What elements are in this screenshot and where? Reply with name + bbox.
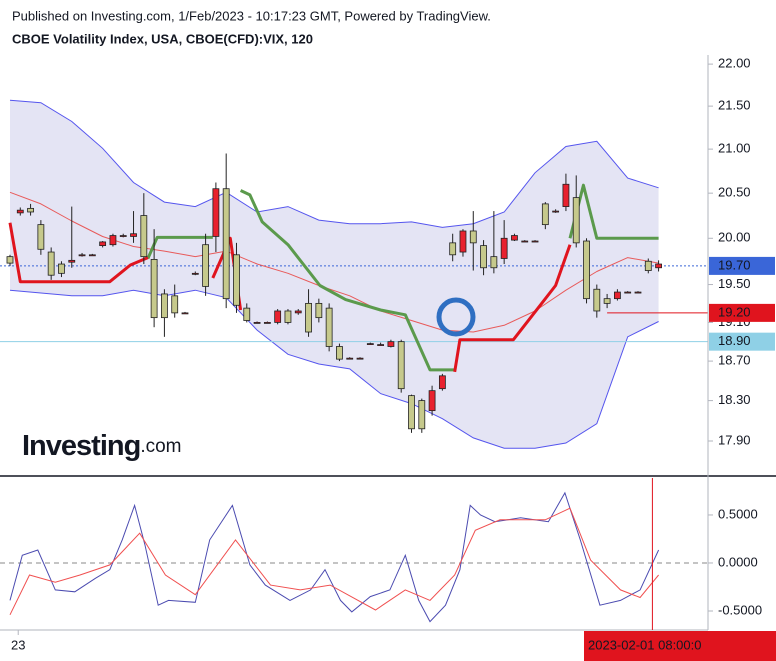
candle-body bbox=[68, 259, 76, 263]
candle-body bbox=[315, 302, 323, 319]
candle-body bbox=[58, 263, 65, 274]
candle-body bbox=[274, 310, 282, 323]
candle-body bbox=[253, 322, 261, 324]
band-fill bbox=[9, 100, 659, 449]
candle-body bbox=[521, 240, 529, 243]
candle-body bbox=[37, 224, 45, 250]
y-tick-label: 22.00 bbox=[718, 56, 751, 71]
candle-body bbox=[583, 240, 590, 300]
candle-body bbox=[130, 233, 137, 237]
candle-body bbox=[490, 256, 498, 269]
price-label-box bbox=[709, 303, 775, 322]
y-tick-label: 21.00 bbox=[718, 141, 751, 156]
candle-body bbox=[294, 310, 302, 314]
chart-title: CBOE Volatility Index, USA, CBOE(CFD):VI… bbox=[12, 31, 313, 46]
x-tick-label: 23 bbox=[11, 637, 25, 652]
candle-body bbox=[572, 197, 580, 244]
y-tick-label: 17.90 bbox=[718, 432, 751, 447]
candle-body bbox=[387, 341, 395, 347]
y-tick-label: 0.5000 bbox=[718, 506, 758, 521]
candle-body bbox=[397, 341, 405, 390]
cursor-label-box bbox=[584, 631, 776, 661]
candle-body bbox=[263, 322, 271, 324]
candle-body bbox=[644, 260, 652, 271]
candle-body bbox=[603, 298, 611, 304]
candle-body bbox=[212, 188, 220, 237]
candle-body bbox=[243, 307, 251, 321]
candle-body bbox=[181, 312, 189, 315]
candle-body bbox=[78, 254, 86, 257]
candle-body bbox=[562, 183, 570, 207]
candle-body bbox=[418, 400, 426, 430]
y-tick-label: 20.00 bbox=[718, 230, 751, 245]
candle-body bbox=[449, 242, 457, 256]
band-upper bbox=[9, 99, 659, 228]
candle-body bbox=[171, 295, 179, 314]
candle-body bbox=[284, 310, 292, 323]
candle-body bbox=[541, 203, 549, 226]
candle-body bbox=[377, 344, 385, 346]
candle-body bbox=[655, 263, 662, 269]
candle-body bbox=[511, 235, 518, 241]
candle-body bbox=[346, 357, 354, 360]
candle-body bbox=[634, 291, 642, 294]
y-tick-label: 19.50 bbox=[718, 276, 751, 291]
price-label: 19.20 bbox=[718, 304, 751, 319]
candle-body bbox=[336, 346, 343, 360]
candle-body bbox=[325, 307, 333, 347]
candle-body bbox=[109, 235, 117, 246]
price-label: 19.70 bbox=[718, 257, 751, 272]
indicator-line bbox=[9, 191, 659, 333]
y-tick-label: 18.70 bbox=[718, 353, 751, 368]
y-tick-label: -0.5000 bbox=[718, 602, 762, 617]
candle-body bbox=[202, 244, 209, 287]
price-label-box bbox=[709, 332, 775, 351]
candle-body bbox=[6, 256, 14, 264]
cursor-label: 2023-02-01 08:00:0 bbox=[588, 637, 701, 652]
y-tick-label: 0.0000 bbox=[718, 554, 758, 569]
candle-body bbox=[88, 254, 96, 257]
watermark-suffix: .com bbox=[140, 436, 181, 457]
candle-body bbox=[99, 241, 107, 247]
candle-body bbox=[27, 207, 34, 213]
watermark: Investing.com bbox=[22, 430, 182, 462]
candle-body bbox=[366, 343, 374, 345]
candle-body bbox=[593, 288, 601, 312]
candle-body bbox=[191, 272, 199, 275]
candle-body bbox=[614, 291, 621, 300]
candle-body bbox=[140, 215, 148, 258]
candle-body bbox=[500, 237, 508, 259]
candle-body bbox=[624, 291, 632, 294]
candle-body bbox=[47, 251, 55, 276]
candle-body bbox=[469, 230, 477, 244]
watermark-brand: Investing bbox=[22, 430, 140, 462]
candle-body bbox=[222, 188, 230, 300]
candle-body bbox=[480, 245, 487, 269]
candle-body bbox=[150, 259, 158, 319]
y-tick-label: 18.30 bbox=[718, 392, 751, 407]
overlay: 19.70 19.20 18.90 2023-02-01 08:00:0 bbox=[584, 256, 776, 661]
annotation-circle bbox=[436, 297, 476, 337]
candle-body bbox=[438, 375, 446, 390]
candle-body bbox=[161, 293, 168, 319]
candle-body bbox=[305, 302, 312, 333]
candle-body bbox=[428, 390, 436, 412]
y-tick-label: 21.50 bbox=[718, 98, 751, 113]
band-lower bbox=[9, 289, 659, 449]
source-note: Published on Investing.com, 1/Feb/2023 -… bbox=[12, 8, 491, 23]
candle-body bbox=[233, 254, 240, 306]
price-label-box bbox=[709, 256, 775, 275]
oscillator-line bbox=[9, 507, 659, 616]
candle-body bbox=[408, 395, 415, 430]
price-label: 18.90 bbox=[718, 333, 751, 348]
y-tick-label: 20.50 bbox=[718, 185, 751, 200]
candle-body bbox=[119, 235, 127, 237]
candle-body bbox=[531, 240, 539, 243]
candle-body bbox=[356, 357, 364, 360]
candle-body bbox=[552, 210, 560, 213]
candle-body bbox=[459, 230, 467, 253]
candle-body bbox=[16, 209, 24, 214]
